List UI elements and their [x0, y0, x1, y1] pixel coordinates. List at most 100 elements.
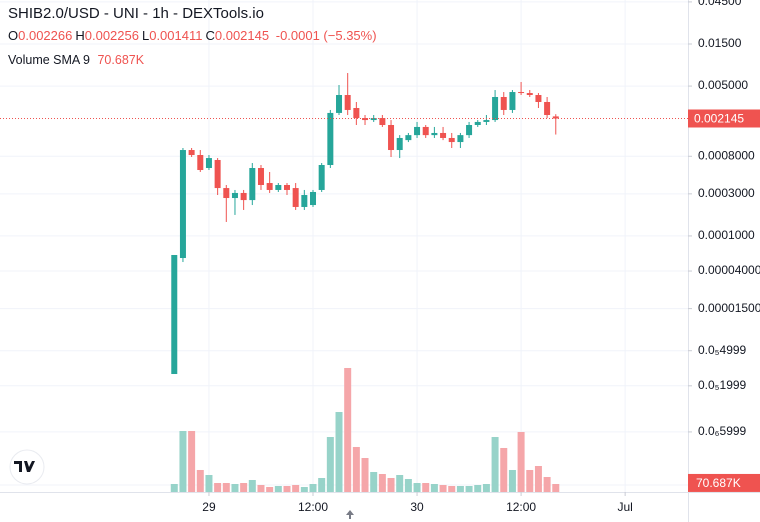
candle-body: [388, 125, 395, 151]
candle-body: [283, 184, 290, 190]
candle-body: [544, 101, 551, 116]
change: -0.0001 (−5.35%): [275, 28, 377, 43]
x-tick-label: 12:00: [298, 500, 328, 514]
candle-body: [310, 191, 317, 206]
volume-bar: [508, 469, 516, 492]
candle-body: [362, 118, 369, 121]
candle-body: [205, 158, 212, 169]
volume-bar: [474, 484, 482, 492]
candle-body: [440, 132, 447, 138]
grid: [0, 0, 688, 492]
ohlc-row: O0.002266 H0.002256 L0.001411 C0.002145 -0.…: [8, 28, 377, 43]
volume-bar: [422, 483, 430, 492]
candle-body: [249, 168, 256, 201]
ohlc-key: C: [205, 28, 215, 43]
candle-body: [431, 132, 438, 136]
volume-bar: [240, 483, 248, 492]
volume-bar: [448, 485, 456, 492]
candle-body: [474, 121, 481, 126]
candle-body: [197, 155, 204, 171]
candle-body: [318, 165, 325, 190]
volume-bar: [526, 469, 534, 492]
scroll-arrow[interactable]: [346, 510, 354, 519]
y-tick-label: 0.01500: [698, 36, 742, 50]
candle-body: [526, 93, 533, 96]
axes: 0.04500 0.01500 0.005000 0.0008000 0.0003000…: [202, 0, 760, 514]
volume-bar: [222, 483, 230, 492]
candle-body: [535, 95, 542, 102]
candle-body: [171, 254, 178, 375]
volume-sma-box: [688, 473, 760, 492]
volume-bar: [248, 479, 256, 492]
volume-bar: [465, 485, 473, 492]
candle-body: [344, 95, 351, 110]
volume-bar: [430, 484, 438, 492]
candles: [0, 73, 688, 375]
volume-row: Volume SMA 9 70.687K: [8, 53, 377, 67]
candle-body: [223, 188, 230, 199]
candle-body: [214, 159, 221, 189]
volume-bar: [274, 485, 282, 492]
y-tick-label: 0.0₅1999: [698, 378, 747, 392]
volume-bar: [491, 436, 499, 492]
tv-logo[interactable]: [9, 449, 45, 485]
y-tick-label: 0.00001500: [698, 301, 760, 315]
candle-body: [483, 120, 490, 122]
candle-body: [336, 95, 343, 113]
volume-bar: [344, 367, 352, 492]
volume-bar: [517, 431, 525, 492]
y-tick-label: 0.0003000: [698, 186, 755, 200]
volume-bar: [413, 483, 421, 492]
volume-bar: [396, 475, 404, 492]
volume-bar: [266, 486, 274, 492]
volume-bar: [370, 471, 378, 492]
candle-body: [240, 192, 247, 201]
candle-body: [509, 92, 516, 110]
volume-bar: [196, 469, 204, 492]
volume-sma-label: 70.687K: [696, 476, 741, 490]
ohlc-value: 0.002145: [214, 28, 270, 43]
y-tick-label: 0.04500: [698, 0, 742, 8]
ohlc-value: 0.001411: [149, 28, 203, 43]
candle-body: [457, 135, 464, 143]
candle-body: [188, 150, 195, 156]
volume-bar: [257, 484, 265, 492]
volume-label: Volume SMA 9: [8, 53, 90, 67]
x-tick-label: 30: [410, 500, 424, 514]
volume-bar: [404, 478, 412, 492]
volume-bar: [352, 446, 360, 492]
volume-bar: [283, 485, 291, 492]
candle-body: [292, 188, 299, 207]
ohlc-key: O: [8, 28, 19, 43]
ohlc-value: 0.002256: [84, 28, 139, 43]
candle-body: [231, 192, 238, 199]
x-tick-label: Jul: [617, 500, 632, 514]
ohlc-value: 0.002266: [18, 28, 73, 43]
volume-bar: [534, 466, 542, 492]
candle-body: [266, 183, 273, 190]
candle-body: [405, 135, 412, 141]
candle-body: [327, 112, 334, 166]
candle-body: [448, 137, 455, 143]
ohlc-key: L: [141, 28, 150, 43]
symbol-title: SHIB2.0/USD - UNI - 1h - DEXTools.io: [8, 5, 264, 22]
volume-bar: [318, 477, 326, 492]
y-tick-label: 0.00004000: [698, 263, 760, 277]
y-tick-label: 0.0001000: [698, 228, 755, 242]
legend: SHIB2.0/USD - UNI - 1h - DEXTools.io O0.…: [8, 5, 377, 67]
volume-bar: [326, 436, 334, 492]
candle-body: [396, 137, 403, 151]
x-tick-label: 29: [202, 500, 216, 514]
candle-body: [492, 96, 499, 121]
ohlc-key: H: [75, 28, 85, 43]
volume-bar: [387, 477, 395, 492]
x-tick-label: 12:00: [506, 500, 536, 514]
volume-bar: [361, 458, 369, 492]
candle-body: [379, 118, 386, 126]
candle-body: [414, 126, 421, 136]
y-tick-label: 0.0₅4999: [698, 343, 747, 357]
volume-bar: [205, 475, 213, 492]
ohlc-values: O0.002266 H0.002256 L0.001411 C0.002145: [8, 28, 272, 43]
volume-bar: [179, 430, 187, 492]
